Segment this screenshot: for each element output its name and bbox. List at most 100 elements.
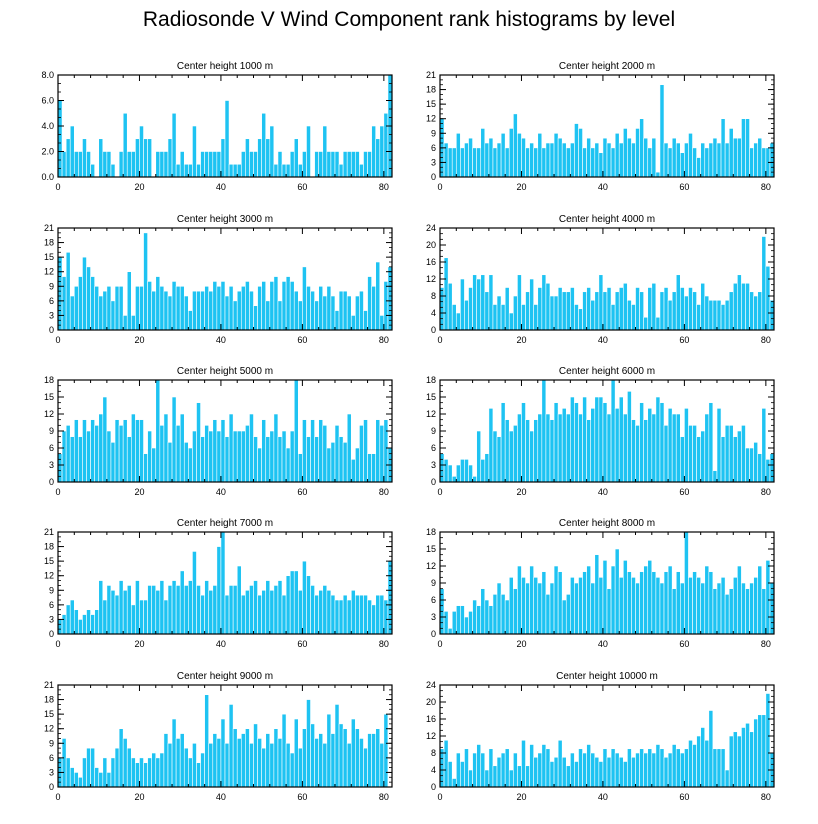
bar (245, 425, 250, 483)
bar (659, 291, 665, 331)
bar (86, 747, 91, 788)
bar (443, 459, 449, 483)
bar (293, 570, 299, 635)
bar (631, 577, 636, 635)
bar (171, 396, 177, 483)
bar (159, 151, 165, 178)
bar (220, 281, 226, 331)
bar (257, 285, 262, 331)
bar (684, 142, 689, 178)
bar (741, 118, 746, 178)
bar (118, 580, 124, 635)
panel-title: Center height 6000 m (559, 366, 655, 377)
bar (69, 599, 75, 635)
bar (533, 304, 539, 331)
bar (318, 151, 324, 178)
bar (175, 738, 181, 788)
bar (298, 747, 303, 788)
bar (700, 727, 706, 788)
bar (594, 396, 600, 483)
bar (330, 151, 336, 178)
bar (496, 756, 502, 788)
bar (716, 408, 722, 483)
bar (765, 693, 771, 788)
bar (359, 738, 364, 788)
bar (684, 295, 689, 331)
y-tick-label: 6 (49, 296, 54, 306)
bar (220, 419, 226, 483)
bar (545, 748, 551, 788)
bar (334, 151, 340, 178)
bar (192, 551, 197, 635)
bar (61, 614, 67, 635)
bar (565, 594, 571, 635)
x-tick-label: 60 (679, 792, 689, 802)
bar (684, 748, 689, 788)
bar (122, 589, 128, 635)
bar (680, 152, 685, 178)
x-tick-label: 40 (598, 639, 608, 649)
bar (102, 290, 108, 331)
bar (265, 138, 271, 178)
bar (521, 577, 526, 635)
bar (590, 752, 596, 788)
bar (375, 261, 381, 331)
bar (379, 594, 385, 635)
bar (757, 453, 763, 483)
bar (330, 594, 336, 635)
bar (488, 408, 494, 483)
bar (179, 413, 185, 483)
bar (635, 287, 640, 331)
y-tick-label: 0.0 (41, 172, 54, 182)
y-tick-label: 18 (44, 695, 54, 705)
bar (508, 128, 514, 178)
y-tick-label: 9 (431, 426, 436, 436)
bar (635, 425, 640, 483)
y-tick-label: 18 (44, 542, 54, 552)
bar (375, 138, 381, 178)
bar (212, 281, 218, 331)
bar (667, 299, 673, 331)
bar (314, 300, 319, 331)
y-tick-label: 9 (431, 128, 436, 138)
bar (525, 419, 530, 483)
bar (541, 147, 547, 178)
bar (533, 419, 539, 483)
bar (110, 589, 116, 635)
bar (306, 699, 311, 788)
bar (476, 147, 482, 178)
bar (371, 604, 377, 635)
bar (659, 582, 665, 635)
bar (439, 453, 445, 483)
bar (281, 713, 287, 788)
bar (635, 582, 640, 635)
bar (82, 419, 87, 483)
panel-title: Center height 9000 m (177, 671, 273, 682)
bar (631, 142, 636, 178)
y-tick-label: 9 (49, 281, 54, 291)
y-tick-label: 0 (431, 782, 436, 792)
bar (65, 425, 71, 483)
bar (590, 299, 596, 331)
bar (78, 276, 83, 331)
bar (322, 125, 328, 178)
bar (143, 138, 148, 178)
bar (216, 430, 222, 483)
bar (204, 151, 210, 178)
y-tick-label: 9 (49, 738, 54, 748)
bar (447, 628, 453, 635)
bar (383, 281, 389, 331)
bar (200, 436, 205, 483)
bar (529, 278, 534, 331)
bar (298, 453, 303, 483)
bar (110, 300, 116, 331)
x-tick-label: 60 (297, 639, 307, 649)
bar (200, 594, 205, 635)
bar (106, 585, 112, 635)
bar (496, 582, 502, 635)
bar (135, 419, 140, 483)
bar (224, 436, 230, 483)
bar (529, 565, 534, 635)
bar (643, 316, 649, 331)
